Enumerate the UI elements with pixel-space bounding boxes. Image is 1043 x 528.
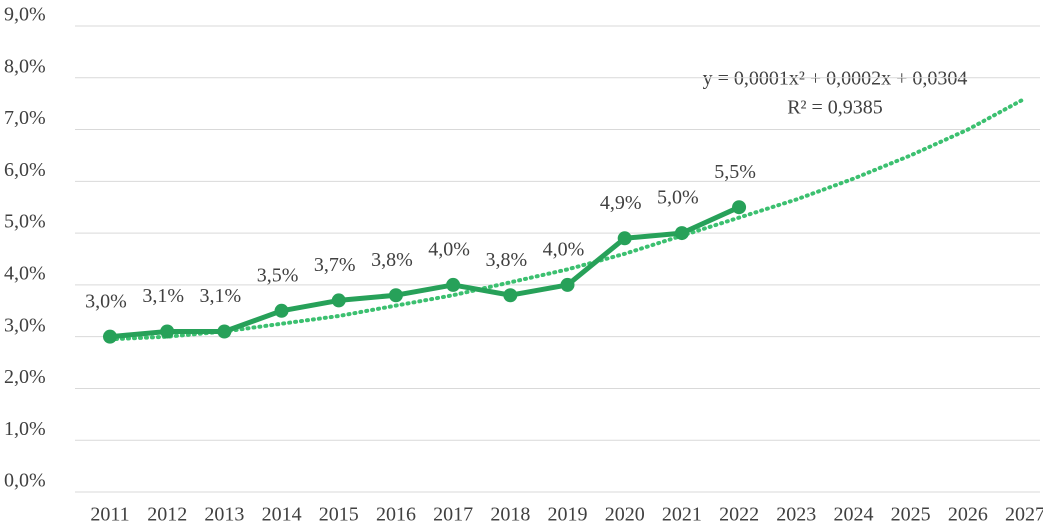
- trend-equation: y = 0,0001x² + 0,0002x + 0,0304: [703, 68, 968, 90]
- point-marker: [388, 288, 403, 303]
- y-tick-label: 1,0%: [4, 418, 46, 440]
- series-line: [109, 204, 741, 340]
- y-tick-label: 0,0%: [4, 470, 46, 492]
- x-tick-label: 2014: [262, 504, 302, 526]
- y-tick-label: 3,0%: [4, 314, 46, 336]
- point-marker: [503, 288, 518, 303]
- x-tick-label: 2012: [147, 504, 187, 526]
- y-tick-label: 4,0%: [4, 262, 46, 284]
- x-tick-label: 2019: [548, 504, 588, 526]
- data-label: 3,0%: [85, 290, 127, 312]
- data-label: 3,8%: [371, 249, 413, 271]
- x-tick-label: 2015: [319, 504, 359, 526]
- x-tick-label: 2013: [204, 504, 244, 526]
- point-marker: [560, 277, 575, 292]
- x-tick-label: 2016: [376, 504, 416, 526]
- point-marker: [674, 226, 689, 241]
- point-marker: [331, 293, 346, 308]
- x-tick-label: 2020: [605, 504, 645, 526]
- data-label: 3,7%: [314, 254, 356, 276]
- data-label: 3,5%: [257, 264, 299, 286]
- x-tick-label: 2026: [948, 504, 988, 526]
- x-tick-label: 2017: [433, 504, 473, 526]
- x-tick-label: 2021: [662, 504, 702, 526]
- point-marker: [617, 231, 632, 246]
- point-marker: [103, 329, 117, 344]
- x-tick-label: 2025: [891, 504, 931, 526]
- point-marker: [446, 277, 461, 292]
- x-tick-label: 2027: [1005, 504, 1043, 526]
- point-marker: [217, 324, 232, 339]
- x-tick-label: 2011: [90, 504, 129, 526]
- y-tick-label: 7,0%: [4, 107, 46, 129]
- point-marker: [732, 200, 747, 215]
- y-tick-label: 2,0%: [4, 366, 46, 388]
- data-label: 4,9%: [600, 192, 642, 214]
- trend-line: [108, 96, 1027, 342]
- x-tick-label: 2024: [833, 504, 873, 526]
- point-marker: [274, 303, 289, 318]
- data-label: 4,0%: [543, 238, 585, 260]
- data-label: 4,0%: [428, 238, 470, 260]
- y-tick-label: 5,0%: [4, 211, 46, 233]
- x-tick-label: 2023: [776, 504, 816, 526]
- y-tick-label: 8,0%: [4, 55, 46, 77]
- data-label: 5,5%: [714, 161, 756, 183]
- data-label: 3,1%: [200, 285, 242, 307]
- y-tick-label: 9,0%: [4, 4, 46, 26]
- data-label: 3,1%: [142, 285, 184, 307]
- point-marker: [160, 324, 175, 339]
- x-tick-label: 2022: [719, 504, 759, 526]
- data-label: 3,8%: [485, 249, 527, 271]
- x-tick-label: 2018: [490, 504, 530, 526]
- data-label: 5,0%: [657, 187, 699, 209]
- y-tick-label: 6,0%: [4, 159, 46, 181]
- trend-r-squared: R² = 0,9385: [787, 97, 883, 119]
